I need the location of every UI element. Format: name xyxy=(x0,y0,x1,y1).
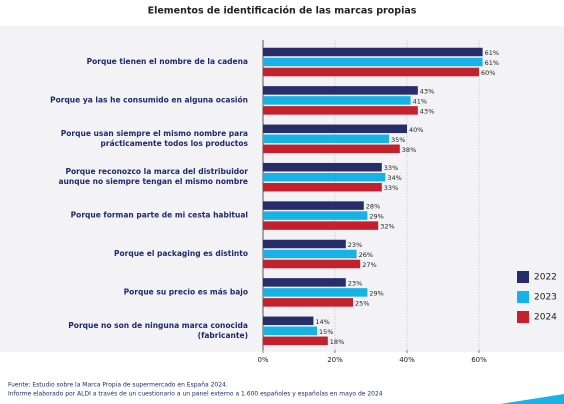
chart-title: Elementos de identificación de las marca… xyxy=(148,6,417,17)
bar xyxy=(263,249,357,259)
value-label: 40% xyxy=(409,126,423,134)
bar xyxy=(263,278,346,287)
value-label: 29% xyxy=(369,289,383,297)
footnote: Informe elaborado por ALDI a través de u… xyxy=(8,391,383,398)
category-label: Porque forman parte de mi cesta habitual xyxy=(71,211,248,220)
value-label: 34% xyxy=(387,174,401,182)
value-label: 33% xyxy=(384,164,398,172)
value-label: 25% xyxy=(355,299,369,307)
category-label: (fabricante) xyxy=(198,331,248,340)
category-label: prácticamente todos los productos xyxy=(101,139,249,148)
bar xyxy=(263,96,411,105)
value-label: 38% xyxy=(402,146,416,154)
legend-label: 2022 xyxy=(534,273,557,283)
bar xyxy=(263,336,328,346)
value-label: 60% xyxy=(481,69,495,77)
bar xyxy=(263,86,418,95)
bar xyxy=(263,239,346,249)
bar xyxy=(263,201,364,210)
bar xyxy=(263,221,379,230)
value-label: 35% xyxy=(391,136,405,144)
category-label: Porque no son de ninguna marca conocida xyxy=(68,321,248,330)
legend-swatch xyxy=(517,291,529,303)
value-label: 26% xyxy=(359,251,373,259)
bar xyxy=(263,259,361,269)
bar xyxy=(263,288,368,297)
value-label: 33% xyxy=(384,184,398,192)
bar xyxy=(263,316,314,326)
value-label: 27% xyxy=(362,261,376,269)
category-label: Porque ya las he consumido en alguna oca… xyxy=(50,95,248,104)
bar xyxy=(263,326,317,336)
decoration xyxy=(500,394,564,404)
bar xyxy=(263,172,386,182)
bar xyxy=(263,162,382,172)
x-tick-label: 60% xyxy=(471,356,487,364)
value-label: 43% xyxy=(420,87,434,95)
category-label: aunque no siempre tengan el mismo nombre xyxy=(59,177,249,186)
bar xyxy=(263,57,483,67)
value-label: 29% xyxy=(369,213,383,221)
bar xyxy=(263,67,479,77)
bar xyxy=(263,211,368,220)
value-label: 14% xyxy=(315,318,329,326)
value-label: 28% xyxy=(366,203,380,211)
value-label: 23% xyxy=(348,241,362,249)
value-label: 23% xyxy=(348,279,362,287)
value-label: 15% xyxy=(319,328,333,336)
value-label: 61% xyxy=(485,49,499,57)
category-label: Porque reconozco la marca del distribuid… xyxy=(65,167,248,176)
bar xyxy=(263,47,483,57)
bar xyxy=(263,134,389,144)
value-label: 43% xyxy=(420,107,434,115)
bar xyxy=(263,298,353,307)
x-tick-label: 20% xyxy=(327,356,343,364)
bar xyxy=(263,124,407,134)
legend-swatch xyxy=(517,311,529,323)
value-label: 18% xyxy=(330,338,344,346)
footnote: Fuente: Estudio sobre la Marca Propia de… xyxy=(8,382,228,389)
bar xyxy=(263,144,400,154)
category-label: Porque el packaging es distinto xyxy=(114,249,248,258)
legend-swatch xyxy=(517,271,529,283)
value-label: 61% xyxy=(485,59,499,67)
bar xyxy=(263,182,382,192)
legend-label: 2023 xyxy=(534,293,557,303)
category-label: Porque tienen el nombre de la cadena xyxy=(87,57,248,66)
value-label: 41% xyxy=(413,97,427,105)
bar xyxy=(263,106,418,115)
category-label: Porque su precio es más bajo xyxy=(124,287,248,296)
legend-label: 2024 xyxy=(534,313,557,323)
x-tick-label: 40% xyxy=(399,356,415,364)
value-label: 32% xyxy=(380,223,394,231)
category-label: Porque usan siempre el mismo nombre para xyxy=(61,129,248,138)
x-tick-label: 0% xyxy=(257,356,268,364)
